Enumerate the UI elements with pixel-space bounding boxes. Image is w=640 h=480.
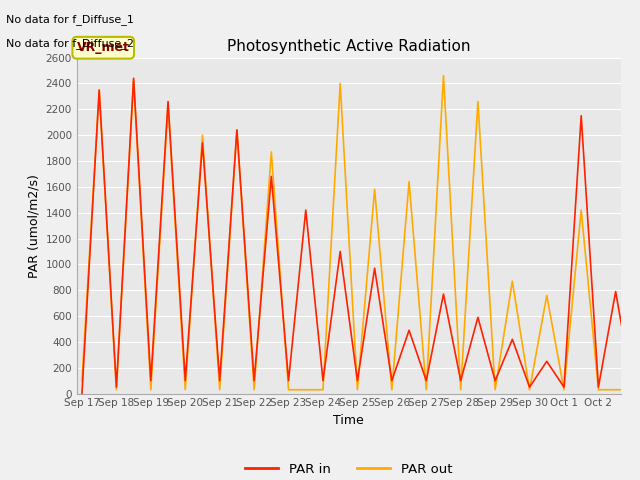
PAR in (422, 378, 430, 384)
PAR in (95, 87, 103, 93)
PAR out (337, 81, 344, 86)
PAR in (474, 314, 482, 320)
PAR in (78, 391, 86, 396)
Text: VR_met: VR_met (77, 41, 130, 54)
PAR in (595, 384, 602, 390)
PAR out (353, 387, 361, 393)
PAR out (474, 99, 482, 105)
PAR in (250, 378, 258, 384)
PAR in (405, 327, 413, 333)
PAR out (422, 387, 430, 393)
Text: No data for f_Diffuse_1: No data for f_Diffuse_1 (6, 14, 134, 25)
PAR in (457, 378, 465, 384)
PAR in (577, 113, 585, 119)
PAR in (629, 387, 637, 393)
PAR out (595, 387, 602, 393)
PAR out (233, 127, 241, 133)
PAR out (405, 179, 413, 184)
PAR in (233, 127, 241, 133)
Line: PAR out: PAR out (82, 76, 640, 394)
Text: No data for f_Diffuse_2: No data for f_Diffuse_2 (6, 38, 134, 49)
PAR in (181, 378, 189, 384)
PAR out (440, 73, 447, 79)
PAR in (525, 384, 533, 390)
PAR in (198, 140, 206, 146)
PAR out (130, 78, 138, 84)
PAR in (113, 384, 120, 390)
PAR in (216, 378, 223, 384)
PAR out (147, 387, 155, 393)
PAR in (285, 378, 292, 384)
Title: Photosynthetic Active Radiation: Photosynthetic Active Radiation (227, 39, 470, 54)
PAR in (560, 384, 568, 390)
PAR out (181, 387, 189, 393)
PAR in (268, 174, 275, 180)
PAR out (525, 387, 533, 393)
PAR out (388, 387, 396, 393)
PAR out (268, 149, 275, 155)
PAR out (302, 387, 310, 393)
X-axis label: Time: Time (333, 414, 364, 427)
PAR out (371, 187, 378, 192)
PAR out (492, 387, 499, 393)
PAR out (95, 88, 103, 94)
PAR out (113, 387, 120, 393)
Legend: PAR in, PAR out: PAR in, PAR out (240, 457, 458, 480)
PAR in (337, 249, 344, 254)
PAR out (285, 387, 292, 393)
PAR in (319, 378, 327, 384)
PAR in (371, 265, 378, 271)
PAR in (509, 336, 516, 342)
PAR in (612, 288, 620, 294)
PAR in (302, 207, 310, 213)
PAR in (147, 378, 155, 384)
PAR out (457, 387, 465, 393)
PAR out (629, 387, 637, 393)
PAR out (164, 103, 172, 108)
PAR out (577, 207, 585, 213)
PAR in (388, 378, 396, 384)
PAR out (250, 387, 258, 393)
PAR in (492, 378, 499, 384)
PAR out (198, 132, 206, 138)
PAR in (353, 378, 361, 384)
PAR out (216, 387, 223, 393)
PAR out (509, 278, 516, 284)
PAR in (440, 291, 447, 297)
PAR out (560, 387, 568, 393)
Y-axis label: PAR (umol/m2/s): PAR (umol/m2/s) (27, 174, 40, 277)
PAR in (130, 75, 138, 81)
PAR out (319, 387, 327, 393)
PAR out (78, 378, 86, 384)
PAR out (612, 387, 620, 393)
PAR out (543, 292, 550, 298)
Line: PAR in: PAR in (82, 78, 640, 394)
PAR in (543, 359, 550, 364)
PAR in (164, 99, 172, 105)
